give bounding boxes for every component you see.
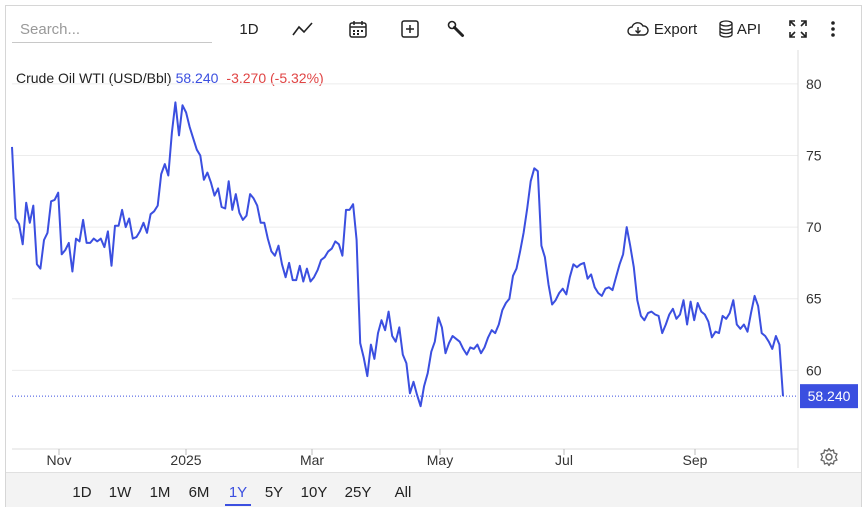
range-selector: 1D 1W 1M 6M 1Y 5Y 10Y 25Y All — [6, 472, 861, 507]
cloud-download-icon — [627, 22, 649, 36]
price-chart[interactable]: 60 65 70 75 80 Nov 2025 Mar May Jul Sep 58.240 — [6, 50, 861, 468]
price-tag-box — [800, 384, 858, 409]
range-button-1w[interactable]: 1W — [108, 483, 132, 501]
more-vertical-icon — [831, 21, 835, 37]
y-tick-label: 70 — [806, 219, 822, 235]
gear-icon[interactable] — [819, 447, 839, 467]
chart-type-button[interactable] — [290, 15, 316, 43]
interval-button[interactable]: 1D — [239, 20, 259, 38]
legend-change: -3.270 (-5.32%) — [226, 70, 324, 86]
range-button-10y[interactable]: 10Y — [300, 483, 328, 501]
series-layer — [11, 101, 798, 408]
range-button-1m[interactable]: 1M — [149, 483, 171, 501]
more-menu-button[interactable] — [824, 15, 842, 43]
legend-last-value: 58.240 — [175, 70, 219, 86]
search-input[interactable] — [12, 17, 212, 43]
fullscreen-icon — [789, 20, 807, 38]
y-tick-label: 60 — [806, 362, 822, 378]
y-tick-label: 65 — [806, 291, 822, 307]
range-button-5y[interactable]: 5Y — [264, 483, 284, 501]
x-tick-label: Mar — [300, 452, 324, 468]
price-tag: 58.240 — [800, 384, 858, 409]
fullscreen-button[interactable] — [786, 15, 810, 43]
date-range-button[interactable] — [346, 15, 370, 43]
export-label: Export — [653, 20, 698, 38]
add-indicator-icon — [401, 20, 419, 38]
range-button-1d[interactable]: 1D — [72, 483, 92, 501]
chart-legend: Crude Oil WTI (USD/Bbl) 58.240 -3.270 (-5.… — [16, 70, 324, 86]
legend-series-name: Crude Oil WTI (USD/Bbl) — [16, 70, 172, 86]
api-button[interactable]: API — [716, 15, 764, 43]
x-tick-label: Jul — [555, 452, 573, 468]
add-indicator-button[interactable] — [398, 15, 422, 43]
chart-toolbar: 1D Export API — [6, 6, 861, 50]
range-button-all[interactable]: All — [394, 483, 412, 501]
price-tag-label: 58.240 — [808, 388, 851, 404]
x-axis: Nov 2025 Mar May Jul Sep — [47, 449, 708, 468]
range-button-25y[interactable]: 25Y — [344, 483, 372, 501]
y-tick-label: 80 — [806, 76, 822, 92]
y-tick-label: 75 — [806, 147, 822, 163]
api-label: API — [736, 20, 762, 38]
chart-widget: 1D Export API Crude Oil WTI (USD/ — [5, 5, 862, 507]
series-line — [11, 101, 784, 408]
x-tick-label: Sep — [683, 452, 708, 468]
settings-tools-button[interactable] — [444, 15, 468, 43]
x-tick-label: May — [427, 452, 453, 468]
range-button-6m[interactable]: 6M — [188, 483, 210, 501]
y-axis: 60 65 70 75 80 — [806, 76, 822, 379]
range-button-1y[interactable]: 1Y — [225, 480, 251, 506]
calendar-icon — [349, 21, 367, 38]
line-chart-icon — [292, 22, 313, 36]
wrench-icon — [447, 20, 464, 37]
x-tick-label: Nov — [47, 452, 72, 468]
chart-grid — [12, 50, 799, 468]
export-button[interactable]: Export — [626, 15, 698, 43]
x-tick-label: 2025 — [170, 452, 201, 468]
database-icon — [719, 20, 733, 38]
